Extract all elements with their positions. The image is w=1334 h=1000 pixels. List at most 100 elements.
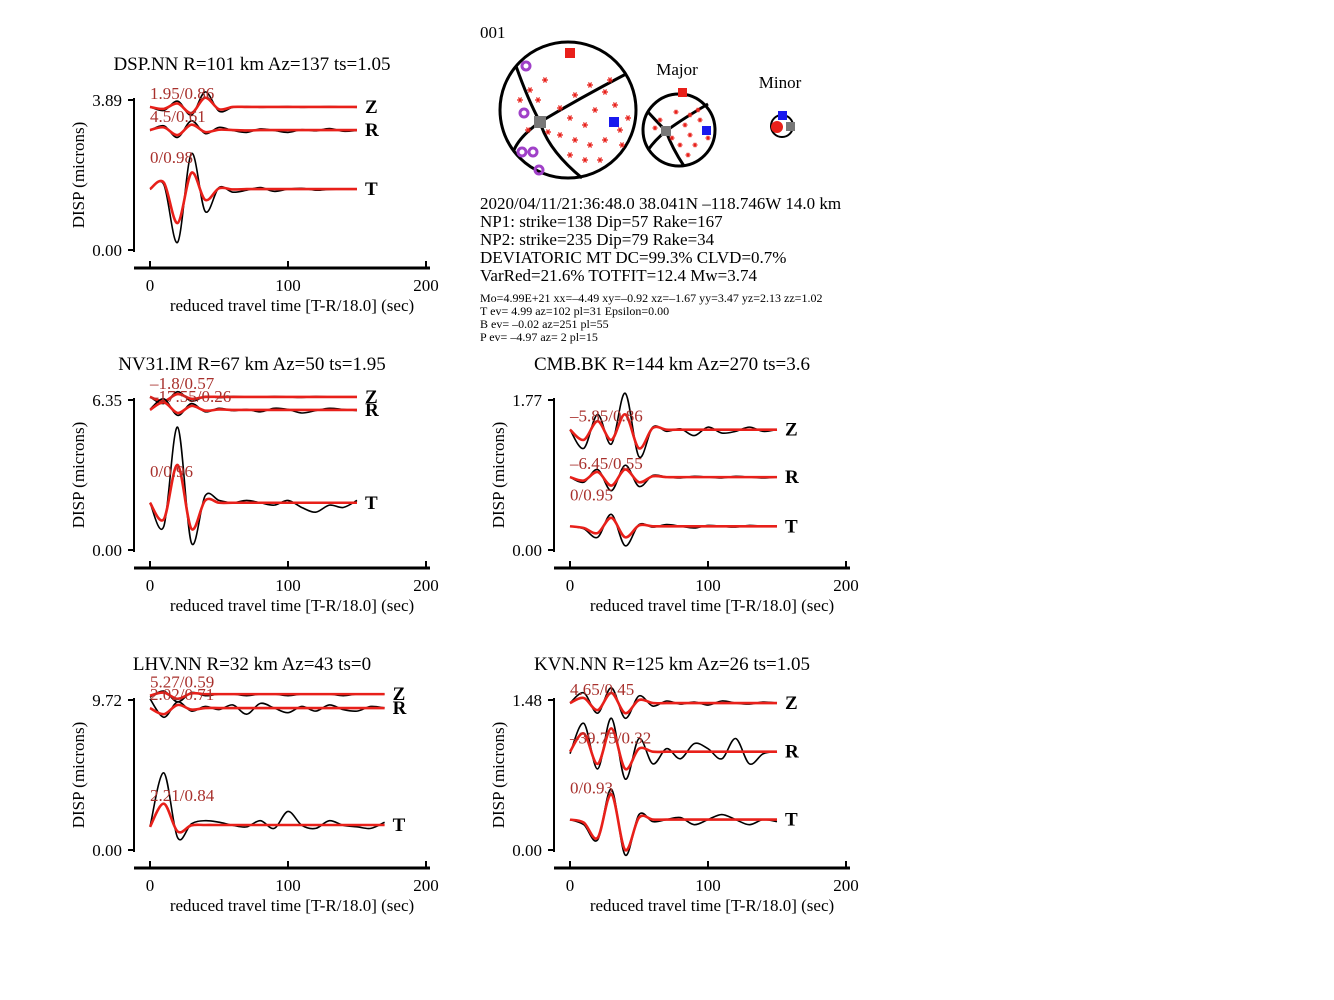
fit-label: –6.45/0.55: [569, 454, 643, 473]
waveform-panel: CMB.BK R=144 km Az=270 ts=3.6 DISP (micro…: [489, 354, 859, 615]
observed-waveform: [569, 788, 778, 856]
panel-title: LHV.NN R=32 km Az=43 ts=0: [133, 654, 371, 675]
major-label: Major: [656, 60, 698, 79]
x-tick-label: 0: [146, 576, 155, 595]
component-label: Z: [785, 693, 798, 714]
event-info-line: VarRed=21.6% TOTFIT=12.4 Mw=3.74: [480, 266, 757, 285]
y-tick-label: 0.00: [512, 541, 542, 560]
synthetic-waveform: [568, 727, 777, 771]
fit-label: 0/0.95: [570, 485, 613, 504]
x-tick-label: 200: [833, 876, 859, 895]
observed-waveform: [149, 426, 358, 546]
x-tick-label: 0: [566, 576, 575, 595]
y-axis-label: DISP (microns): [489, 422, 508, 529]
component-label: R: [785, 742, 799, 763]
y-tick-label: 6.35: [92, 391, 122, 410]
synthetic-waveform: [569, 413, 777, 450]
x-axis-label: reduced travel time [T-R/18.0] (sec): [170, 596, 414, 615]
synthetic-waveform: [149, 123, 357, 137]
component-label: R: [365, 120, 379, 141]
minor-label: Minor: [759, 73, 802, 92]
synthetic-waveform: [569, 691, 777, 715]
y-axis-label: DISP (microns): [69, 122, 88, 229]
solution-detail-line: T ev= 4.99 az=102 pl=31 Epsilon=0.00: [480, 304, 669, 318]
figure-id: 001: [480, 23, 506, 42]
panel-title: DSP.NN R=101 km Az=137 ts=1.05: [113, 54, 390, 75]
synthetic-waveform: [149, 691, 385, 701]
fit-label: –17.55/0.26: [149, 387, 231, 406]
fit-label: –39.75/0.32: [569, 729, 651, 748]
y-tick-label: 3.89: [92, 91, 122, 110]
x-tick-label: 100: [695, 576, 721, 595]
x-axis-label: reduced travel time [T-R/18.0] (sec): [170, 896, 414, 915]
synthetic-waveform: [149, 703, 385, 716]
x-tick-label: 100: [275, 876, 301, 895]
y-tick-label: 9.72: [92, 691, 122, 710]
y-axis-label: DISP (microns): [69, 722, 88, 829]
x-axis-label: reduced travel time [T-R/18.0] (sec): [170, 296, 414, 315]
event-info-line: NP2: strike=235 Dip=79 Rake=34: [480, 230, 715, 249]
y-tick-label: 0.00: [92, 541, 122, 560]
x-tick-label: 200: [833, 576, 859, 595]
x-tick-label: 200: [413, 576, 439, 595]
y-axis-label: DISP (microns): [69, 422, 88, 529]
fit-label: 4.65/0.45: [570, 680, 634, 699]
waveform-panel: NV31.IM R=67 km Az=50 ts=1.95 DISP (micro…: [69, 354, 439, 615]
waveform-panel: LHV.NN R=32 km Az=43 ts=0 DISP (microns) r…: [69, 654, 439, 915]
component-label: Z: [365, 387, 378, 408]
event-info-line: 2020/04/11/21:36:48.0 38.041N –118.746W …: [480, 194, 841, 213]
synthetic-waveform: [148, 463, 358, 531]
synthetic-waveform: [149, 96, 357, 115]
x-axis-label: reduced travel time [T-R/18.0] (sec): [590, 596, 834, 615]
fit-label: 5.27/0.59: [150, 673, 214, 692]
component-label: T: [785, 516, 798, 537]
fit-label: 0/0.93: [570, 779, 613, 798]
panel-title: CMB.BK R=144 km Az=270 ts=3.6: [534, 354, 810, 375]
x-tick-label: 200: [413, 276, 439, 295]
waveform-panel: DSP.NN R=101 km Az=137 ts=1.05 DISP (micr…: [69, 54, 439, 315]
y-axis-label: DISP (microns): [489, 722, 508, 829]
beachball-major: [641, 88, 717, 168]
solution-detail-line: B ev= –0.02 az=251 pl=55: [480, 317, 609, 331]
observed-waveform: [569, 717, 778, 780]
synthetic-waveform: [569, 792, 777, 852]
fit-label: 1.95/0.86: [150, 84, 214, 103]
fit-label: 0/0.98: [150, 148, 193, 167]
x-tick-label: 0: [146, 276, 155, 295]
solution-detail-line: P ev= –4.97 az= 2 pl=15: [480, 330, 598, 344]
event-info: 2020/04/11/21:36:48.0 38.041N –118.746W …: [480, 194, 841, 344]
event-info-line: DEVIATORIC MT DC=99.3% CLVD=0.7%: [480, 248, 786, 267]
fit-label: 2.21/0.84: [150, 786, 215, 805]
component-label: R: [785, 467, 799, 488]
x-axis-label: reduced travel time [T-R/18.0] (sec): [590, 896, 834, 915]
x-tick-label: 100: [275, 576, 301, 595]
synthetic-waveform: [148, 802, 385, 834]
panel-title: KVN.NN R=125 km Az=26 ts=1.05: [534, 654, 810, 675]
component-label: Z: [365, 97, 378, 118]
x-tick-label: 100: [695, 876, 721, 895]
fit-label: –5.85/0.86: [569, 407, 643, 426]
y-tick-label: 1.48: [512, 691, 542, 710]
y-tick-label: 0.00: [92, 241, 122, 260]
event-info-line: NP1: strike=138 Dip=57 Rake=167: [480, 212, 723, 231]
fit-label: –1.8/0.57: [149, 374, 215, 393]
beachball-best: [498, 40, 638, 180]
beachball-minor: [770, 111, 795, 138]
fit-label: 4.5/0.61: [150, 107, 206, 126]
waveform-panels: DSP.NN R=101 km Az=137 ts=1.05 DISP (micr…: [69, 54, 859, 915]
component-label: T: [365, 179, 378, 200]
y-tick-label: 0.00: [92, 841, 122, 860]
component-label: R: [393, 698, 407, 719]
synthetic-waveform: [149, 401, 357, 415]
component-label: T: [785, 810, 798, 831]
synthetic-waveform: [149, 171, 357, 225]
component-label: Z: [393, 684, 406, 705]
component-label: R: [365, 400, 379, 421]
synthetic-waveform: [569, 468, 777, 487]
component-label: T: [393, 815, 406, 836]
x-tick-label: 0: [566, 876, 575, 895]
waveform-panel: KVN.NN R=125 km Az=26 ts=1.05 DISP (micro…: [489, 654, 859, 915]
y-tick-label: 0.00: [512, 841, 542, 860]
fit-label: 0/0.96: [150, 462, 193, 481]
